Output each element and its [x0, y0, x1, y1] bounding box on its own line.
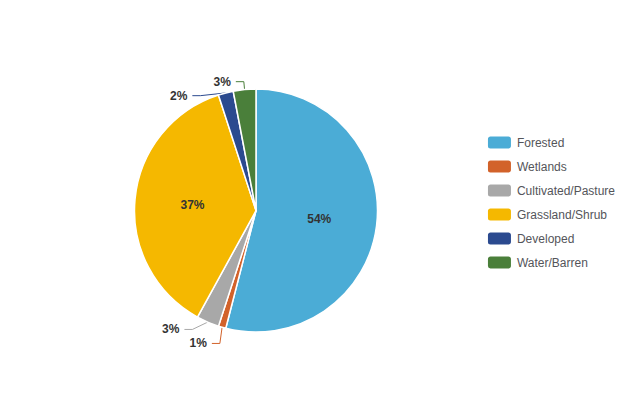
svg-text:2%: 2%	[170, 89, 188, 103]
svg-text:Grassland/Shrub: Grassland/Shrub	[517, 208, 607, 222]
svg-text:1%: 1%	[190, 336, 208, 350]
svg-text:Forested: Forested	[517, 136, 564, 150]
svg-text:37%: 37%	[181, 198, 205, 212]
svg-text:Wetlands: Wetlands	[517, 160, 567, 174]
svg-text:3%: 3%	[162, 322, 180, 336]
svg-text:3%: 3%	[213, 75, 231, 89]
svg-text:Cultivated/Pasture: Cultivated/Pasture	[517, 184, 615, 198]
svg-text:Developed: Developed	[517, 232, 574, 246]
svg-text:Water/Barren: Water/Barren	[517, 256, 588, 270]
svg-text:54%: 54%	[307, 212, 331, 226]
